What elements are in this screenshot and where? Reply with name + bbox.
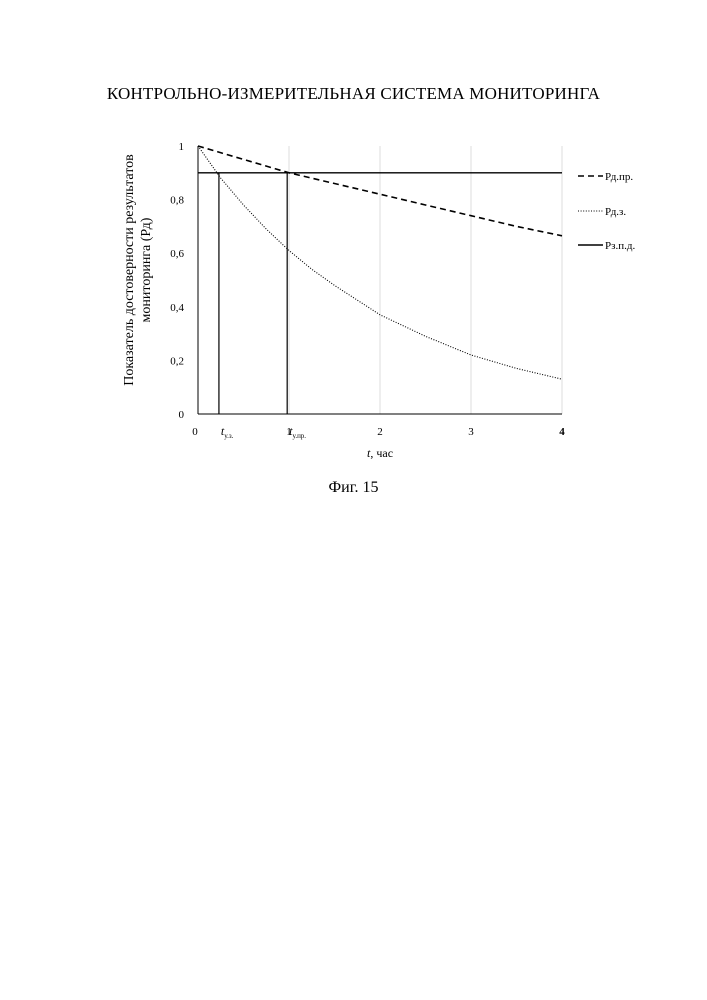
marker-label-0: tу.з. <box>221 424 234 440</box>
legend-label-2: Рз.п.д. <box>605 240 635 252</box>
reliability-chart: tу.з.tу.пр. 00,20,40,60,8101234 Рд.пр.Рд… <box>0 0 707 470</box>
x-axis-label-unit: , час <box>370 446 393 460</box>
legend-label-0: Рд.пр. <box>605 171 633 183</box>
chart-legend: Рд.пр. Рд.з. Рз.п.д. <box>578 171 635 252</box>
y-tick-label-5: 1 <box>179 141 185 153</box>
y-axis-label-line2: мониторинга (Рд) <box>139 217 154 322</box>
tick-labels: 0 0,2 0,4 0,6 0,8 1 0 1 2 3 4 <box>170 141 565 438</box>
x-tick-label-4: 4 <box>559 426 565 438</box>
marker-label-sub-1: у.пр. <box>293 432 307 440</box>
chart-grid <box>289 146 562 414</box>
legend-label-1: Рд.з. <box>605 206 626 218</box>
x-tick-label-0: 0 <box>192 426 198 438</box>
y-tick-label-0: 0 <box>179 409 185 421</box>
y-tick-label-1: 0,2 <box>170 355 184 367</box>
y-tick-label-3: 0,6 <box>170 248 184 260</box>
x-axis-label: t, час <box>367 446 393 460</box>
x-tick-label-3: 3 <box>468 426 474 438</box>
marker-label-sub-0: у.з. <box>224 432 233 440</box>
marker-label-1: tу.пр. <box>289 424 306 440</box>
x-tick-label-2: 2 <box>377 426 383 438</box>
figure-caption: Фиг. 15 <box>0 479 707 497</box>
x-tick-label-1: 1 <box>286 426 292 438</box>
y-tick-label-2: 0,4 <box>170 302 184 314</box>
y-tick-label-4: 0,8 <box>170 195 184 207</box>
y-axis-label-line1: Показатель достоверности результатов <box>122 154 137 386</box>
threshold-markers: tу.з. tу.пр. <box>219 173 306 440</box>
